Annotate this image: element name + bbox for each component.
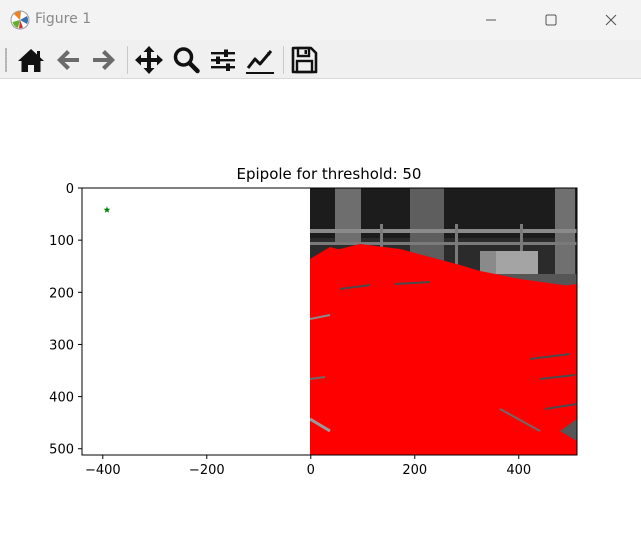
x-tick-label: 200 [402,463,427,478]
toolbar-separator [127,46,128,74]
minimize-icon [486,19,496,21]
zoom-button[interactable] [169,43,203,77]
minimize-button[interactable] [468,0,514,40]
epipole-points [103,206,111,213]
configure-subplots-button[interactable] [206,43,240,77]
navigation-toolbar [0,40,641,79]
maximize-button[interactable] [528,0,574,40]
y-tick-label: 400 [49,391,74,406]
x-tick-label: −400 [85,463,121,478]
y-tick-label: 500 [49,443,74,458]
home-icon [18,49,44,72]
axes-frame [81,187,578,456]
epipole-star-marker [103,206,111,213]
line-chart-icon [246,50,274,74]
sliders-icon [211,49,235,71]
arrow-left-icon [57,50,79,70]
magnifier-icon [173,47,200,74]
x-tick-label: 0 [307,463,315,478]
move-icon [135,46,163,74]
edit-axis-button[interactable] [243,43,277,77]
epipole-plot[interactable]: Epipole for threshold: 50 [0,79,641,558]
x-axis: −400 −200 0 200 400 [85,455,531,478]
pan-button[interactable] [132,43,166,77]
save-button[interactable] [287,43,321,77]
y-tick-label: 0 [66,182,74,197]
y-axis: 0 100 200 300 400 500 [49,182,82,458]
maximize-icon [545,14,557,26]
home-button[interactable] [14,43,48,77]
arrow-right-icon [93,50,115,70]
figure-canvas[interactable]: Epipole for threshold: 50 [0,79,641,558]
y-tick-label: 200 [49,286,74,301]
x-tick-label: 400 [506,463,531,478]
window-title: Figure 1 [35,11,92,27]
x-tick-label: −200 [189,463,225,478]
chart-title: Epipole for threshold: 50 [237,165,422,183]
forward-button[interactable] [87,43,121,77]
epipolar-lines-overlay [310,244,577,455]
close-icon [605,14,617,26]
y-tick-label: 100 [49,234,74,249]
title-bar[interactable]: Figure 1 [0,0,641,40]
toolbar-grip[interactable] [5,48,7,72]
floppy-disk-icon [291,46,318,74]
y-tick-label: 300 [49,338,74,353]
toolbar-separator [283,46,284,74]
matplotlib-logo-icon [10,10,30,30]
back-button[interactable] [51,43,85,77]
close-button[interactable] [588,0,634,40]
